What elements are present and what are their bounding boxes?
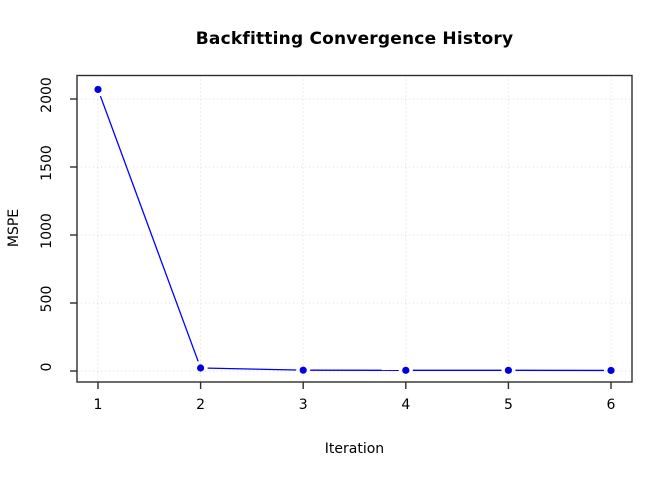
x-tick-label: 4 xyxy=(401,397,410,413)
x-tick-label: 1 xyxy=(94,397,103,413)
y-tick-label: 500 xyxy=(39,286,55,313)
data-point xyxy=(504,366,512,374)
y-tick-label: 1500 xyxy=(39,145,55,181)
y-tick-label: 0 xyxy=(39,363,55,372)
data-point xyxy=(607,366,615,375)
data-point xyxy=(402,366,410,374)
data-point xyxy=(94,85,102,94)
plot-frame xyxy=(76,74,633,383)
series-segment xyxy=(207,367,297,371)
x-axis-title: Iteration xyxy=(324,441,385,457)
x-tick-label: 3 xyxy=(299,397,308,413)
x-tick-label: 5 xyxy=(504,397,513,413)
y-axis-title: MSPE xyxy=(6,208,22,248)
y-tick-label: 2000 xyxy=(39,77,55,113)
data-point xyxy=(299,366,307,374)
chart-title: Backfitting Convergence History xyxy=(195,29,514,49)
x-tick-label: 2 xyxy=(196,397,205,413)
data-point xyxy=(197,364,205,372)
y-tick-label: 1000 xyxy=(39,213,55,249)
series-segment xyxy=(99,95,199,362)
x-tick-label: 6 xyxy=(607,397,616,413)
